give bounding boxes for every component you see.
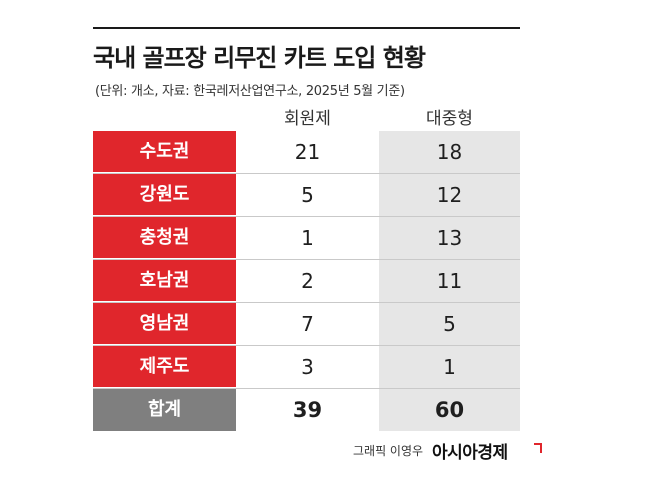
- public-value: 13: [379, 217, 520, 259]
- public-value: 12: [379, 174, 520, 216]
- graphic-credit: 그래픽 이영우: [353, 444, 424, 458]
- table-row: 영남권 7 5: [93, 303, 520, 346]
- region-label: 영남권: [93, 303, 236, 345]
- table-row: 강원도 5 12: [93, 174, 520, 217]
- table-row: 호남권 2 11: [93, 260, 520, 303]
- chart-title: 국내 골프장 리무진 카트 도입 현황: [93, 44, 426, 72]
- logo-mark-icon: [534, 443, 542, 453]
- members-value: 7: [236, 303, 379, 345]
- region-label: 강원도: [93, 174, 236, 216]
- total-row: 합계 39 60: [93, 389, 520, 431]
- members-value: 21: [236, 131, 379, 173]
- table-row: 제주도 3 1: [93, 346, 520, 389]
- public-value: 18: [379, 131, 520, 173]
- column-header-members: 회원제: [284, 109, 331, 129]
- total-public-value: 60: [379, 389, 520, 431]
- public-value: 11: [379, 260, 520, 302]
- publisher-logo: 아시아경제: [432, 443, 508, 463]
- table-row: 충청권 1 13: [93, 217, 520, 260]
- public-value: 5: [379, 303, 520, 345]
- total-label: 합계: [93, 389, 236, 431]
- public-value: 1: [379, 346, 520, 388]
- total-members-value: 39: [236, 389, 379, 431]
- data-table: 수도권 21 18 강원도 5 12 충청권 1 13 호남권 2 11 영남권…: [93, 131, 520, 431]
- region-label: 수도권: [93, 131, 236, 173]
- region-label: 충청권: [93, 217, 236, 259]
- members-value: 3: [236, 346, 379, 388]
- members-value: 1: [236, 217, 379, 259]
- members-value: 5: [236, 174, 379, 216]
- table-row: 수도권 21 18: [93, 131, 520, 174]
- column-header-public: 대중형: [426, 109, 473, 129]
- top-rule: [93, 27, 520, 29]
- chart-subtitle: (단위: 개소, 자료: 한국레저산업연구소, 2025년 5월 기준): [95, 84, 405, 99]
- region-label: 호남권: [93, 260, 236, 302]
- region-label: 제주도: [93, 346, 236, 388]
- members-value: 2: [236, 260, 379, 302]
